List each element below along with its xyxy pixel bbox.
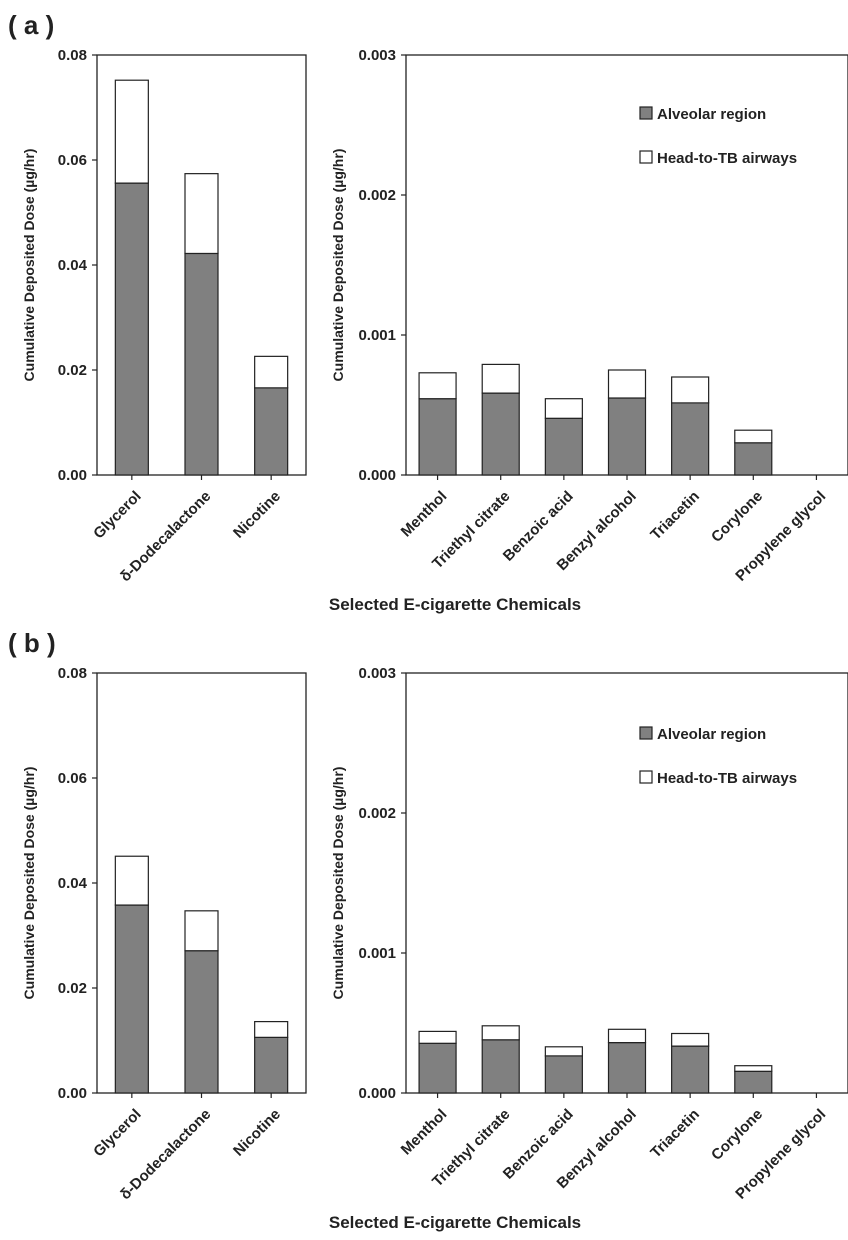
legend-label-0: Alveolar region [657, 106, 766, 123]
y-tick-label: 0.02 [58, 362, 87, 379]
y-tick-label: 0.08 [58, 665, 87, 682]
bar-head-to-tb-2 [544, 1046, 583, 1057]
legend-swatch-1 [639, 770, 653, 784]
legend-label-1: Head-to-TB airways [657, 770, 797, 787]
bar-alveolar-1 [481, 392, 520, 476]
bar-head-to-tb-5 [734, 429, 773, 444]
bar-head-to-tb-2 [254, 355, 289, 389]
category-label: Glycerol [90, 488, 144, 542]
y-axis-label: Cumulative Deposited Dose (µg/hr) [330, 149, 346, 382]
bar-head-to-tb-3 [607, 369, 647, 399]
category-label: Menthol [398, 1106, 451, 1159]
plots-layer: 0.00 0.02 0.04 0.06 0.08 Cumulative Deposited… [21, 47, 848, 1203]
y-axis-label: Cumulative Deposited Dose (µg/hr) [330, 767, 346, 1000]
y-axis-label: Cumulative Deposited Dose (µg/hr) [21, 149, 37, 382]
bar-alveolar-1 [481, 1039, 520, 1094]
y-tick-label: 0.06 [58, 770, 87, 787]
bar-head-to-tb-1 [184, 173, 219, 255]
y-tick-label: 0.00 [58, 1085, 87, 1102]
subplot-b-right: 0.000 0.001 0.002 0.003 Cumulative Deposited… [330, 665, 848, 1203]
bar-alveolar-4 [671, 402, 710, 476]
bar-alveolar-2 [254, 387, 289, 476]
bar-alveolar-1 [184, 252, 219, 476]
bar-alveolar-0 [418, 398, 457, 476]
bar-head-to-tb-2 [544, 398, 583, 419]
y-tick-label: 0.00 [58, 467, 87, 484]
bar-alveolar-2 [544, 417, 583, 476]
category-label: Menthol [398, 488, 451, 541]
category-label: Corylone [708, 488, 766, 546]
y-axis-label: Cumulative Deposited Dose (µg/hr) [21, 767, 37, 1000]
bar-head-to-tb-0 [114, 79, 149, 184]
category-label: Corylone [708, 1106, 766, 1164]
y-tick-label: 0.001 [358, 945, 396, 962]
category-label: Nicotine [230, 488, 284, 542]
bar-head-to-tb-3 [607, 1028, 647, 1044]
bar-head-to-tb-0 [418, 1030, 457, 1044]
legend: Alveolar region Head-to-TB airways [639, 726, 797, 787]
legend: Alveolar region Head-to-TB airways [639, 106, 797, 167]
y-tick-label: 0.04 [58, 875, 88, 892]
y-tick-label: 0.000 [358, 467, 396, 484]
subplot-a-left: 0.00 0.02 0.04 0.06 0.08 Cumulative Deposited… [21, 47, 307, 585]
bar-head-to-tb-1 [481, 1025, 520, 1041]
legend-label-1: Head-to-TB airways [657, 150, 797, 167]
panel-label-b: ( b ) [8, 628, 56, 658]
legend-swatch-0 [639, 726, 653, 740]
bar-head-to-tb-0 [418, 372, 457, 400]
panel-label-a: ( a ) [8, 10, 54, 40]
bar-alveolar-0 [418, 1042, 457, 1094]
x-axis-title-a: Selected E-cigarette Chemicals [329, 595, 581, 614]
subplot-b-left: 0.00 0.02 0.04 0.06 0.08 Cumulative Deposited… [21, 665, 307, 1203]
bar-alveolar-4 [671, 1045, 710, 1094]
legend-swatch-1 [639, 150, 653, 164]
category-label: Nicotine [230, 1106, 284, 1160]
bar-head-to-tb-4 [671, 376, 710, 404]
y-tick-label: 0.003 [358, 47, 396, 64]
bar-alveolar-5 [734, 1070, 773, 1094]
bar-head-to-tb-1 [481, 363, 520, 394]
category-label: Triacetin [647, 1106, 703, 1162]
y-tick-label: 0.002 [358, 187, 396, 204]
bar-alveolar-2 [544, 1055, 583, 1094]
bar-alveolar-0 [114, 904, 149, 1094]
y-tick-label: 0.002 [358, 805, 396, 822]
bar-head-to-tb-5 [734, 1065, 773, 1072]
bar-alveolar-3 [607, 1041, 647, 1094]
legend-label-0: Alveolar region [657, 726, 766, 743]
subplot-a-right: 0.000 0.001 0.002 0.003 Cumulative Deposited… [330, 47, 848, 585]
category-label: Glycerol [90, 1106, 144, 1160]
bar-alveolar-1 [184, 950, 219, 1094]
bar-head-to-tb-4 [671, 1032, 710, 1047]
bar-alveolar-2 [254, 1036, 289, 1094]
y-tick-label: 0.04 [58, 257, 88, 274]
legend-swatch-0 [639, 106, 653, 120]
y-tick-label: 0.003 [358, 665, 396, 682]
bar-alveolar-5 [734, 442, 773, 476]
x-axis-title-b: Selected E-cigarette Chemicals [329, 1213, 581, 1232]
y-tick-label: 0.02 [58, 980, 87, 997]
bar-head-to-tb-2 [254, 1020, 289, 1038]
y-tick-label: 0.000 [358, 1085, 396, 1102]
bar-alveolar-3 [607, 397, 647, 476]
y-tick-label: 0.08 [58, 47, 87, 64]
bar-alveolar-0 [114, 182, 149, 476]
y-tick-label: 0.001 [358, 327, 396, 344]
category-label: Triacetin [647, 488, 703, 544]
bar-head-to-tb-1 [184, 910, 219, 952]
y-tick-label: 0.06 [58, 152, 87, 169]
bar-head-to-tb-0 [114, 855, 149, 906]
